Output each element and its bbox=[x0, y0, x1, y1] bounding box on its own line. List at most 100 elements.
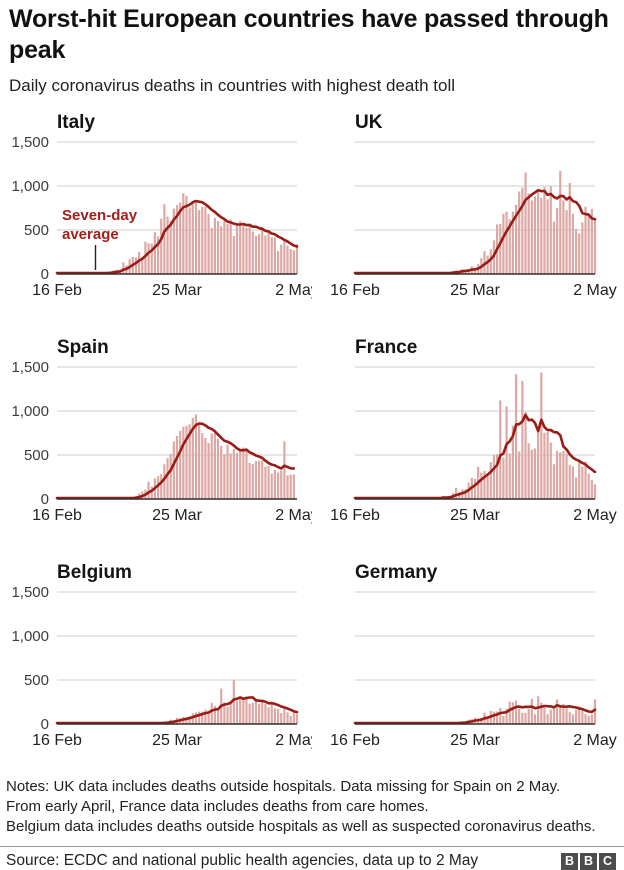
daily-bar bbox=[584, 461, 586, 499]
daily-bar bbox=[490, 249, 492, 274]
daily-bar bbox=[236, 453, 238, 499]
x-tick-label: 2 May bbox=[275, 732, 312, 749]
daily-bar bbox=[255, 701, 257, 724]
daily-bar bbox=[166, 458, 168, 499]
daily-bar bbox=[534, 197, 536, 274]
daily-bar bbox=[170, 221, 172, 274]
daily-bar bbox=[455, 488, 457, 499]
x-tick-label: 2 May bbox=[573, 282, 617, 299]
daily-bar bbox=[154, 232, 156, 274]
daily-bar bbox=[274, 470, 276, 499]
daily-bar bbox=[147, 243, 149, 274]
daily-bar bbox=[290, 716, 292, 724]
daily-bar bbox=[122, 262, 124, 274]
daily-bar bbox=[230, 704, 232, 724]
daily-bar bbox=[283, 441, 285, 499]
daily-bar bbox=[198, 210, 200, 274]
daily-bar bbox=[547, 199, 549, 274]
x-tick-label: 2 May bbox=[573, 507, 617, 524]
notes-block: Notes: UK data includes deaths outside h… bbox=[6, 777, 618, 837]
daily-bar bbox=[217, 439, 219, 499]
x-tick-label: 16 Feb bbox=[32, 507, 82, 524]
daily-bar bbox=[509, 702, 511, 724]
daily-bar bbox=[141, 259, 143, 274]
annotation-text: Seven-day bbox=[62, 207, 138, 224]
daily-bar bbox=[296, 714, 298, 724]
chart-title: Italy bbox=[57, 112, 95, 133]
daily-bar bbox=[170, 454, 172, 499]
seven-day-average-line bbox=[355, 705, 595, 723]
daily-bar bbox=[233, 680, 235, 724]
daily-bar bbox=[239, 699, 241, 724]
daily-bar bbox=[201, 433, 203, 499]
daily-bar bbox=[195, 712, 197, 724]
daily-bar bbox=[499, 224, 501, 274]
daily-bar bbox=[261, 701, 263, 724]
daily-bar bbox=[236, 701, 238, 724]
daily-bar bbox=[499, 400, 501, 499]
daily-bar bbox=[515, 701, 517, 724]
daily-bar bbox=[280, 713, 282, 724]
daily-bar bbox=[584, 714, 586, 724]
daily-bar bbox=[540, 198, 542, 274]
daily-bar bbox=[274, 708, 276, 724]
daily-bar bbox=[521, 188, 523, 274]
daily-bar bbox=[502, 458, 504, 499]
daily-bar bbox=[518, 191, 520, 274]
daily-bar bbox=[588, 474, 590, 499]
daily-bar bbox=[195, 200, 197, 274]
daily-bar bbox=[518, 451, 520, 499]
daily-bar bbox=[528, 709, 530, 724]
y-tick-label: 1,500 bbox=[11, 584, 49, 601]
daily-bar bbox=[245, 696, 247, 724]
daily-bar bbox=[540, 372, 542, 499]
daily-bar bbox=[543, 433, 545, 499]
daily-bar bbox=[474, 479, 476, 499]
y-tick-label: 1,500 bbox=[11, 359, 49, 376]
daily-bar bbox=[245, 228, 247, 274]
daily-bar bbox=[505, 212, 507, 274]
daily-bar bbox=[264, 236, 266, 274]
daily-bar bbox=[271, 703, 273, 724]
daily-bar bbox=[572, 214, 574, 274]
bbc-logo-block: C bbox=[599, 853, 616, 870]
source-row: Source: ECDC and national public health … bbox=[6, 847, 618, 870]
x-tick-label: 25 Mar bbox=[450, 507, 500, 524]
daily-bar bbox=[226, 707, 228, 724]
daily-bar bbox=[277, 473, 279, 499]
daily-bar bbox=[569, 712, 571, 724]
daily-bar bbox=[264, 704, 266, 724]
daily-bar bbox=[135, 257, 137, 274]
bbc-logo-block: B bbox=[580, 853, 597, 870]
x-tick-label: 16 Feb bbox=[330, 282, 380, 299]
daily-bar bbox=[277, 709, 279, 724]
daily-bar bbox=[565, 454, 567, 499]
y-tick-label: 1,000 bbox=[11, 628, 49, 645]
daily-bar bbox=[534, 448, 536, 499]
bbc-logo: B B C bbox=[561, 853, 616, 870]
y-tick-label: 1,000 bbox=[11, 403, 49, 420]
x-tick-label: 2 May bbox=[275, 282, 312, 299]
daily-bar bbox=[274, 237, 276, 274]
daily-bar bbox=[189, 207, 191, 274]
daily-bar bbox=[283, 240, 285, 274]
daily-bar bbox=[562, 451, 564, 499]
daily-bar bbox=[252, 703, 254, 724]
daily-bar bbox=[252, 464, 254, 499]
chart-title: Germany bbox=[355, 562, 438, 583]
daily-bar bbox=[220, 446, 222, 499]
daily-bar bbox=[271, 237, 273, 274]
daily-bar bbox=[226, 445, 228, 499]
chart-title: Spain bbox=[57, 337, 109, 358]
annotation-text: average bbox=[62, 226, 119, 243]
daily-bar bbox=[534, 714, 536, 724]
